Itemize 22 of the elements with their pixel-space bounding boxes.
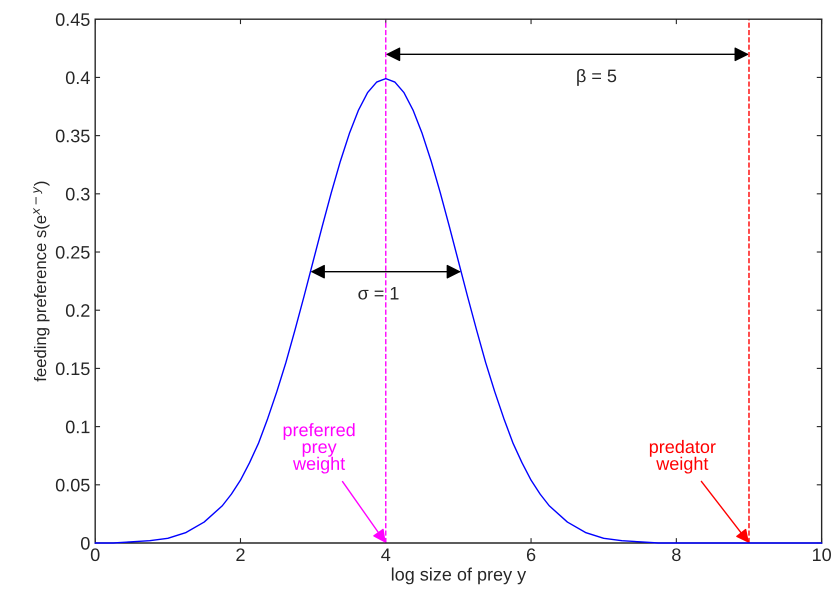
annotation: β = 5	[577, 68, 616, 86]
y-tick-label: 0.2	[66, 304, 90, 317]
y-tick-label: 0.25	[56, 246, 90, 259]
annotation: predator weight	[650, 440, 716, 474]
y-axis-title: feeding preference s(e$^{x−y}$)	[33, 182, 50, 382]
x-tick-label: 8	[672, 548, 681, 562]
x-axis-title: log size of prey y	[392, 567, 526, 584]
x-tick-label: 6	[526, 548, 536, 562]
annotation: σ = 1	[358, 287, 399, 300]
y-tick-label: 0.1	[66, 420, 90, 434]
y-tick-label: 0.4	[66, 71, 90, 84]
y-tick-label: 0.45	[56, 13, 90, 26]
x-tick-label: 2	[236, 548, 245, 561]
y-tick-label: 0.05	[56, 478, 90, 492]
y-tick-label: 0	[80, 536, 90, 550]
y-tick-label: 0.35	[56, 130, 90, 142]
x-tick-label: 10	[812, 548, 831, 562]
x-tick-label: 0	[90, 548, 100, 562]
y-tick-label: 0.3	[66, 188, 90, 201]
x-tick-label: 4	[381, 548, 390, 561]
annotation: preferred prey weight	[284, 423, 355, 474]
y-tick-label: 0.15	[56, 362, 90, 376]
